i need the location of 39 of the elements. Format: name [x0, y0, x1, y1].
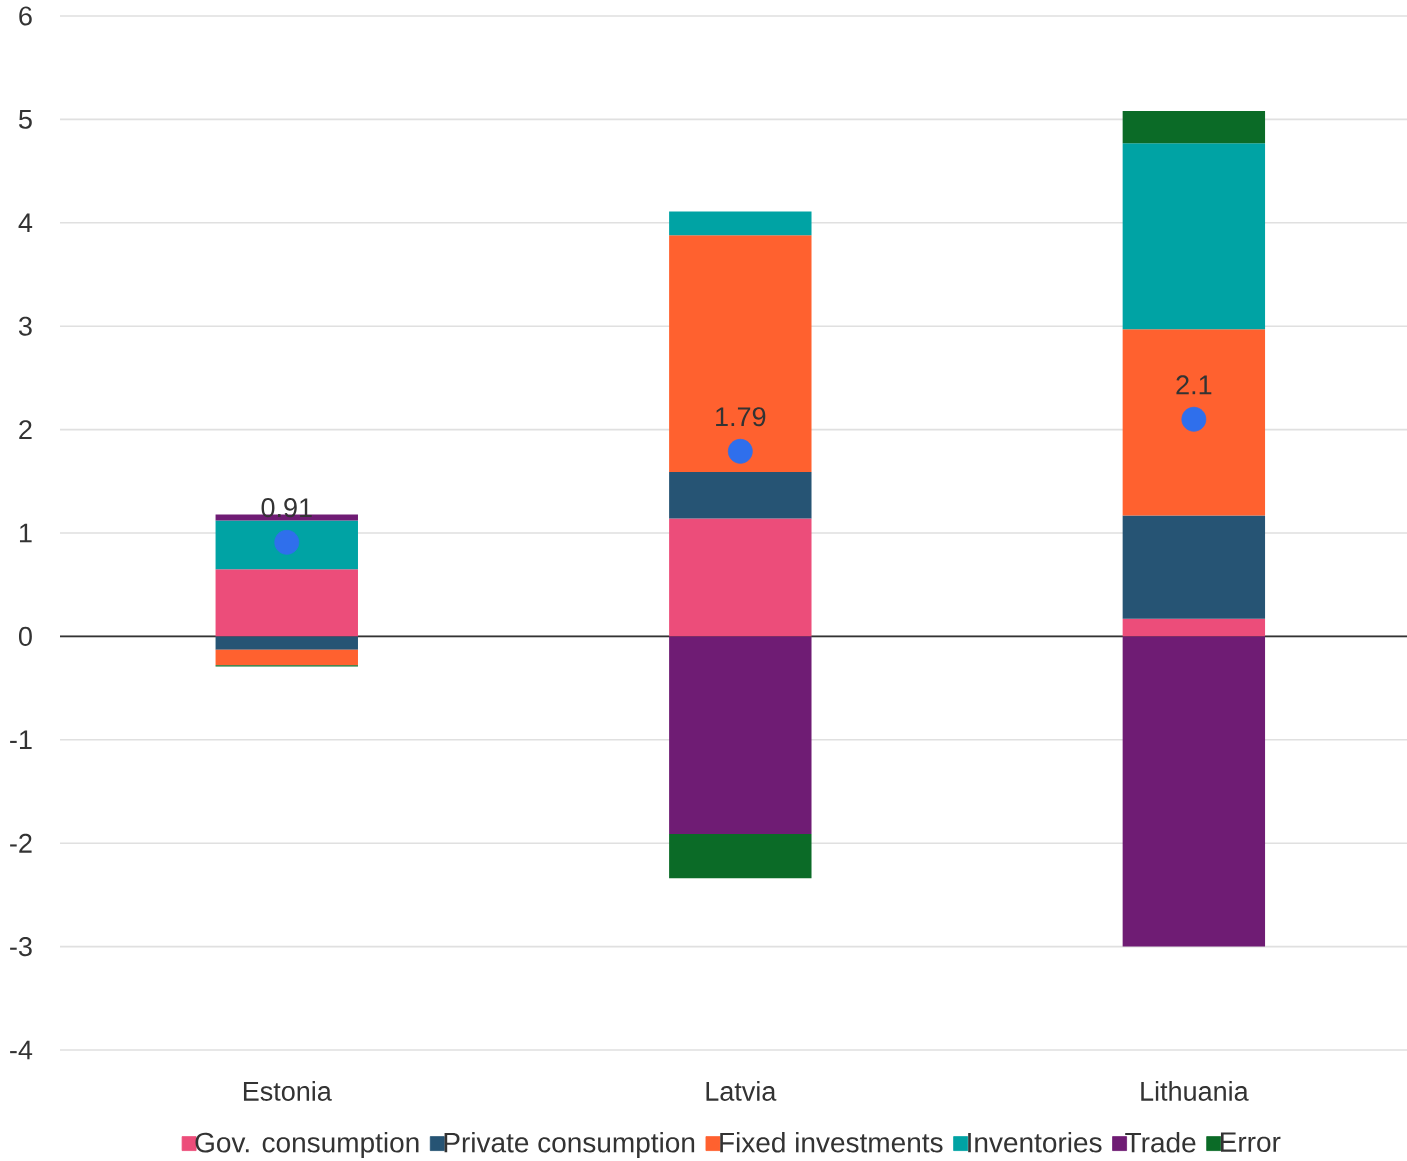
legend-label: Error: [1220, 1132, 1281, 1153]
y-tick-label: 1: [19, 523, 32, 543]
bar: [669, 235, 812, 472]
bar: [215, 569, 358, 637]
y-tick-label: 0: [18, 626, 32, 646]
x-tick-label: Estonia: [243, 1081, 332, 1101]
bar: [1122, 329, 1266, 516]
data-label: 0.91: [261, 498, 312, 518]
point: [274, 529, 300, 555]
y-tick-label: 5: [18, 109, 32, 129]
point: [727, 438, 753, 464]
y-tick-label: 3: [18, 316, 32, 336]
bar: [1122, 618, 1266, 637]
bar: [669, 518, 812, 637]
bar: [669, 636, 812, 834]
bar: [215, 520, 358, 570]
bar: [1122, 111, 1266, 144]
x-tick-label: Lithuania: [1141, 1081, 1249, 1101]
bar: [669, 833, 812, 879]
y-tick-label: -3: [10, 937, 32, 957]
y-tick-label: 2: [19, 420, 32, 440]
bar: [215, 649, 358, 666]
point: [1181, 406, 1207, 432]
y-tick-label: -4: [10, 1040, 33, 1060]
legend-label: Fixed investments: [720, 1131, 943, 1153]
data-label: 1.79: [716, 407, 766, 427]
bar: [669, 471, 812, 519]
y-tick-label: 4: [18, 213, 33, 233]
x-tick-label: Latvia: [706, 1081, 777, 1101]
bar: [215, 636, 358, 650]
legend-label: Inventories: [968, 1131, 1102, 1153]
bar: [1122, 143, 1266, 330]
bar: [1122, 636, 1266, 947]
y-tick-label: -2: [10, 833, 32, 853]
y-tick-label: 6: [19, 6, 32, 26]
bar: [1122, 515, 1266, 619]
y-tick-label: -1: [10, 730, 32, 750]
data-label: 2.1: [1176, 375, 1212, 395]
bar: [669, 211, 812, 236]
